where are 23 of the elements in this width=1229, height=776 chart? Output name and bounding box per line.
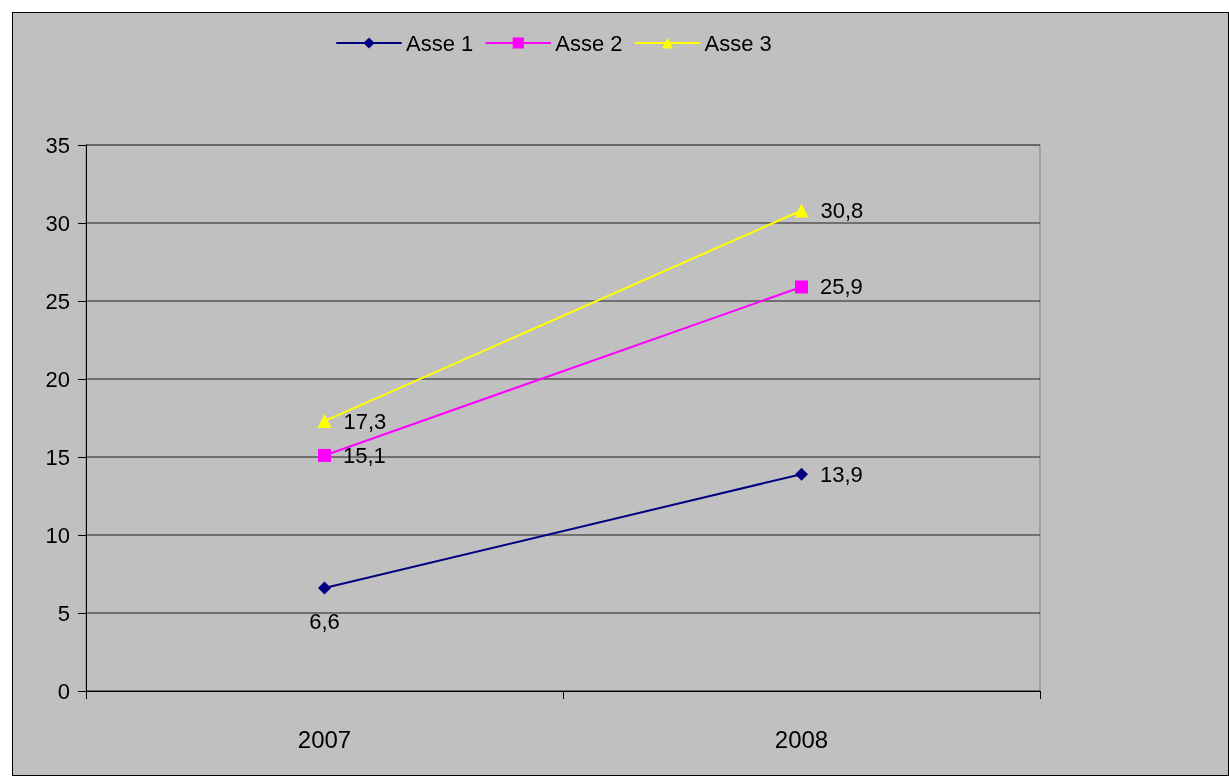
y-tick-label: 30 <box>45 210 70 236</box>
data-label: 6,6 <box>309 609 340 635</box>
legend-label: Asse 2 <box>555 30 623 56</box>
y-tick-label: 15 <box>45 444 70 470</box>
data-label: 17,3 <box>343 408 387 434</box>
point <box>318 448 331 462</box>
legend-label: Asse 3 <box>704 30 772 56</box>
x-tick-label: 2007 <box>297 725 352 753</box>
point <box>318 581 331 595</box>
y-tick-label: 5 <box>57 600 70 626</box>
y-tick-label: 35 <box>45 132 70 158</box>
y-tick-label: 20 <box>45 366 70 392</box>
data-label: 13,9 <box>820 461 863 487</box>
data-label: 30,8 <box>820 198 864 224</box>
point <box>795 467 808 481</box>
data-label: 25,9 <box>820 274 863 300</box>
y-tick-label: 10 <box>45 522 70 548</box>
data-label: 15,1 <box>343 442 386 468</box>
x-tick-label: 2008 <box>774 725 829 753</box>
y-tick-label: 0 <box>57 678 70 704</box>
legend-label: Asse 1 <box>406 30 474 56</box>
y-tick-label: 25 <box>45 288 70 314</box>
point <box>795 280 808 294</box>
